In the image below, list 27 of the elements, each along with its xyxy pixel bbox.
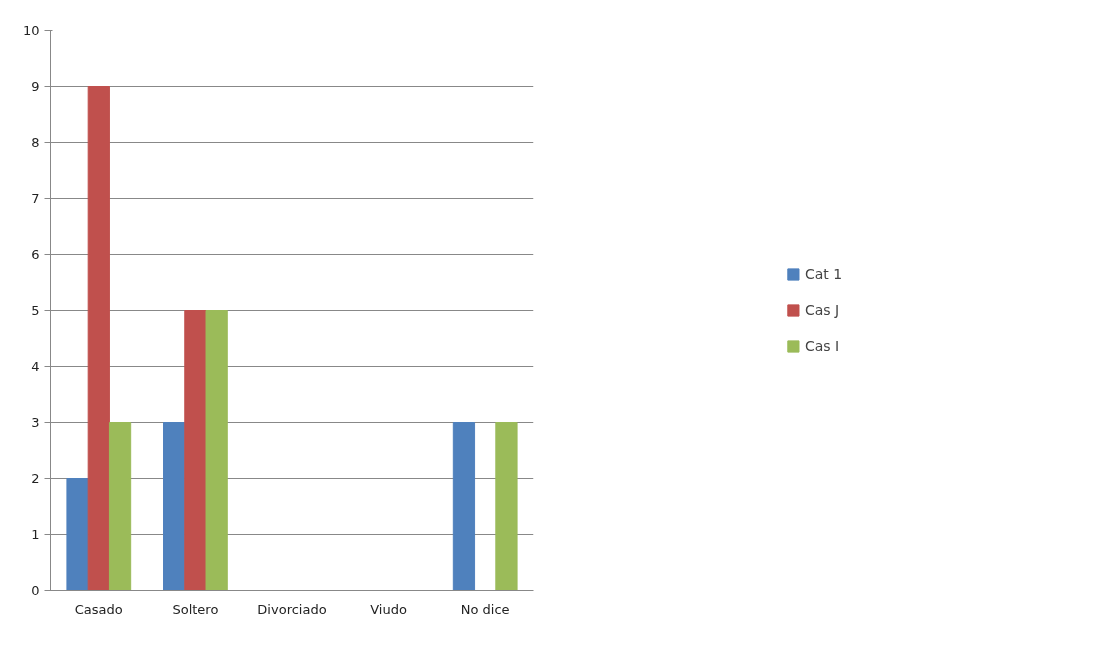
x-tick-label: Soltero (172, 601, 219, 617)
bar (205, 310, 228, 591)
y-tick-label: 8 (31, 135, 40, 150)
bar (184, 310, 207, 591)
bar (108, 422, 132, 591)
x-tick-label: Viudo (370, 601, 407, 617)
y-tick-label: 6 (31, 247, 40, 262)
bar (163, 422, 186, 591)
y-tick-label: 7 (31, 191, 40, 206)
y-tick-label: 2 (31, 471, 40, 486)
bar (495, 422, 518, 591)
x-tick-label: No dice (460, 601, 510, 617)
legend-label: Cat 1 (804, 266, 843, 282)
y-tick-label: 9 (31, 79, 40, 94)
y-tick-label: 4 (31, 359, 40, 374)
bar (66, 478, 89, 591)
x-tick-label: Divorciado (257, 601, 327, 617)
legend-label: Cas J (804, 302, 840, 318)
bar (452, 422, 476, 591)
y-tick-label: 0 (31, 583, 40, 598)
bar (87, 86, 110, 591)
y-tick-label: 1 (31, 527, 40, 542)
x-tick-label: Casado (74, 601, 123, 617)
legend-label: Cas I (804, 338, 840, 354)
y-tick-label: 10 (22, 23, 40, 38)
y-tick-label: 5 (31, 303, 40, 318)
y-tick-label: 3 (31, 415, 40, 430)
